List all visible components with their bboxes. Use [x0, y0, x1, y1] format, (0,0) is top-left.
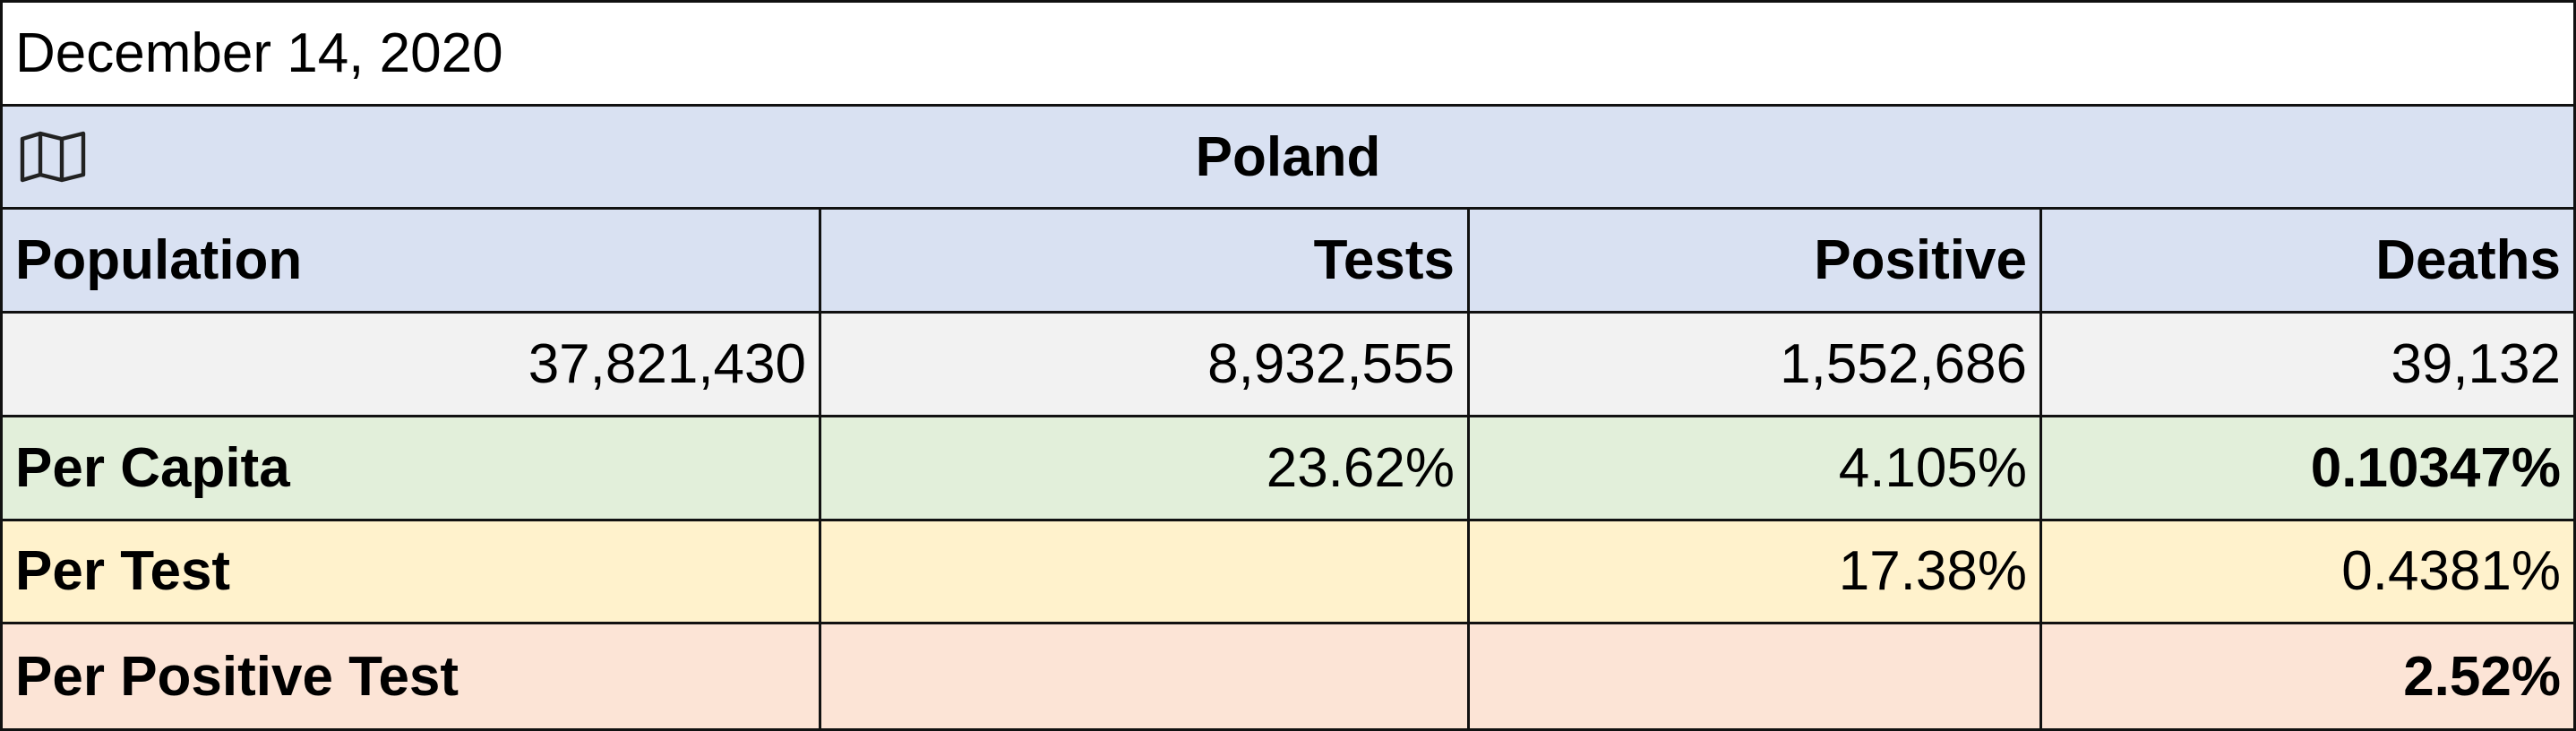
title-row: Poland — [3, 106, 2573, 211]
value-cell: 1,552,686 — [1470, 314, 2042, 417]
ratio-cell: 2.52% — [2042, 624, 2573, 728]
date: December 14, 2020 — [3, 3, 2573, 107]
map-icon — [20, 131, 86, 183]
value-cell: 37,821,430 — [3, 314, 821, 417]
header-cell: Positive — [1470, 210, 2042, 314]
ratio-cell: 23.62% — [821, 417, 1470, 521]
ratio-cell: 17.38% — [1470, 520, 2042, 625]
empty-cell — [1470, 624, 2042, 728]
ratio-cell: 0.10347% — [2042, 417, 2573, 521]
ratio-cell: 4.105% — [1470, 417, 2042, 521]
header-cell: Population — [3, 210, 821, 314]
header-cell: Tests — [821, 210, 1470, 314]
empty-cell — [821, 624, 1470, 728]
header-cell: Deaths — [2042, 210, 2573, 314]
ratio-cell: 0.4381% — [2042, 520, 2573, 625]
row-label: Per Capita — [3, 417, 821, 521]
country-title: Poland — [1195, 125, 1381, 188]
value-cell: 8,932,555 — [821, 314, 1470, 417]
row-label: Per Test — [3, 520, 821, 625]
row-label: Per Positive Test — [3, 624, 821, 728]
empty-cell — [821, 520, 1470, 625]
value-cell: 39,132 — [2042, 314, 2573, 417]
